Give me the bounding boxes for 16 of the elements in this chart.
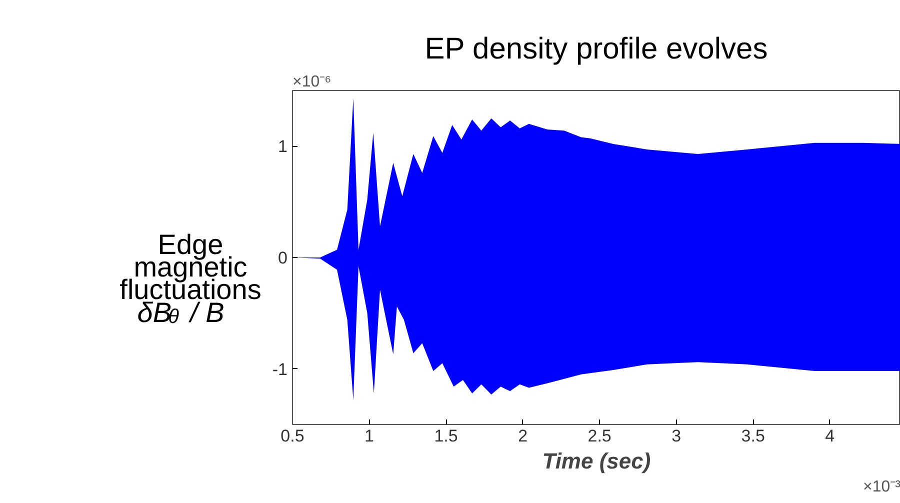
text: ×10⁻⁶ — [292, 74, 332, 90]
y-tick-label: 0 — [278, 248, 288, 268]
x-tick-label: 1 — [364, 426, 374, 446]
x-tick-label: 2.5 — [588, 426, 612, 446]
x-axis-title: Time (sec) — [542, 448, 651, 474]
y-axis-title: Edge magnetic fluctuations δBθ / B — [120, 229, 262, 328]
x-tick-label: 1.5 — [434, 426, 458, 446]
x-tick-label: 3 — [672, 426, 682, 446]
x-tick-label: 0.5 — [280, 426, 304, 446]
x-tick-label: 4 — [825, 426, 835, 446]
chart-title: EP density profile evolves — [424, 32, 768, 66]
y-tick-label: 1 — [278, 137, 288, 156]
y-tick-label: -1 — [272, 360, 288, 379]
x-tick-label: 2 — [518, 426, 528, 446]
text: ×10⁻³ — [863, 478, 900, 496]
x-tick-label: 3.5 — [741, 426, 765, 446]
